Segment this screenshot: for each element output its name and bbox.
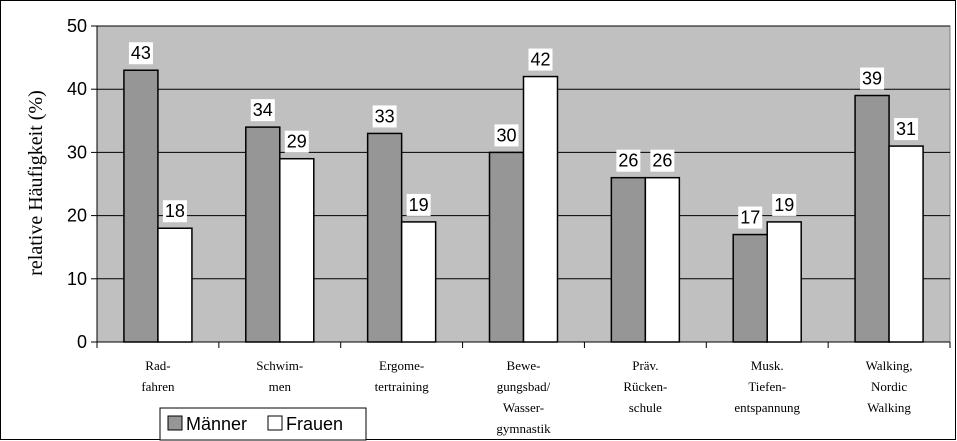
value-label-bg <box>128 42 153 65</box>
category-label: Walking, <box>866 358 913 373</box>
bar-frauen <box>400 221 437 343</box>
category-label: Präv. <box>632 358 658 373</box>
category-label: Wasser- <box>503 400 544 415</box>
value-label-bg <box>406 193 431 216</box>
value-label: 34 <box>253 100 273 120</box>
value-label: 30 <box>496 125 516 145</box>
category-label: entspannung <box>734 400 800 415</box>
bar-frauen <box>888 145 924 343</box>
bar-frauen <box>522 75 559 343</box>
legend-swatch <box>267 415 283 431</box>
category-labels: Rad-fahren Schwim-men Ergome-tertraining Be… <box>141 358 912 436</box>
legend-box <box>159 407 367 441</box>
y-axis-label: relative Häufigkeit (%) <box>25 90 47 275</box>
legend-label: Frauen <box>286 414 343 434</box>
bar-maenner <box>488 151 525 343</box>
category-label: gymnastik <box>496 421 551 436</box>
category-label: fahren <box>141 379 175 394</box>
y-tick-label: 0 <box>77 332 87 352</box>
legend-label: Männer <box>186 414 247 434</box>
category-label: Tiefen- <box>748 379 786 394</box>
category-label: Walking <box>867 400 911 415</box>
value-label-bg <box>528 48 553 71</box>
value-label-bg <box>494 124 519 147</box>
y-tick-label: 50 <box>67 16 87 36</box>
value-label: 19 <box>774 195 794 215</box>
bars <box>123 69 924 343</box>
bar-frauen <box>644 176 681 343</box>
value-label-bg <box>738 206 763 229</box>
value-label: 33 <box>375 106 395 126</box>
value-label: 39 <box>862 69 882 89</box>
value-label-bg <box>162 200 187 223</box>
value-label-bg <box>284 130 309 153</box>
bar-maenner <box>366 132 403 343</box>
value-label-bg <box>860 67 885 90</box>
bar-maenner <box>732 233 768 343</box>
value-label: 43 <box>131 43 151 63</box>
category-label: Schwim- <box>256 358 303 373</box>
category-label: tertraining <box>375 379 430 394</box>
y-tick-label: 40 <box>67 79 87 99</box>
axes <box>91 25 951 348</box>
category-label: Ergome- <box>379 358 424 373</box>
category-label: Bewe- <box>507 358 541 373</box>
legend: Männer Frauen <box>159 407 367 441</box>
value-label: 29 <box>287 132 307 152</box>
category-label: men <box>269 379 292 394</box>
value-label-bg <box>650 149 675 172</box>
value-label-bg <box>250 99 275 122</box>
bar-maenner <box>854 94 890 343</box>
category-label: Musk. <box>751 358 784 373</box>
value-label: 18 <box>165 201 185 221</box>
y-tick-label: 20 <box>67 206 87 226</box>
value-label-bg <box>894 118 919 141</box>
value-label: 42 <box>530 50 550 70</box>
bar-maenner <box>123 69 159 343</box>
y-tick-label: 10 <box>67 269 87 289</box>
y-tick-label: 30 <box>67 142 87 162</box>
legend-swatch <box>167 415 183 431</box>
bar-frauen <box>157 227 193 343</box>
value-label: 31 <box>896 119 916 139</box>
value-label: 26 <box>618 151 638 171</box>
value-label: 19 <box>409 195 429 215</box>
value-label-bg <box>372 105 397 128</box>
category-label: schule <box>629 400 662 415</box>
y-tick-labels: 0 10 20 30 40 50 <box>67 16 87 352</box>
category-label: gungsbad/ <box>497 379 551 394</box>
value-labels: 43 18 34 29 33 19 30 42 26 26 17 19 39 31 <box>128 42 919 229</box>
category-label: Rad- <box>145 358 170 373</box>
value-label: 26 <box>652 151 672 171</box>
value-label-bg <box>772 193 797 216</box>
bar-maenner <box>610 176 647 343</box>
bar-frauen <box>766 221 802 343</box>
value-label-bg <box>616 149 641 172</box>
category-label: Nordic <box>871 379 907 394</box>
category-label: Rücken- <box>623 379 667 394</box>
bar-frauen <box>279 157 315 343</box>
bar-maenner <box>245 126 281 343</box>
value-label: 17 <box>740 208 760 228</box>
